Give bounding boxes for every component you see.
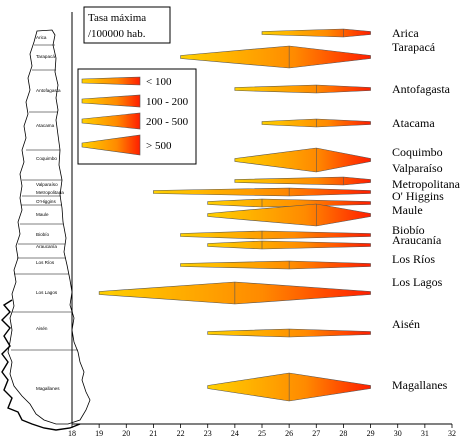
map-label: Coquimbo <box>36 156 57 161</box>
map-label: Valparaíso <box>36 182 58 187</box>
x-tick-label: 25 <box>258 429 266 438</box>
legend-title-line-1: Tasa máxima <box>88 12 146 24</box>
x-ticks: 18 19 20 21 22 23 24 25 26 27 28 29 30 31 32 <box>68 424 456 438</box>
x-tick-label: 18 <box>68 429 76 438</box>
region-label: Metropolitana <box>392 177 461 191</box>
x-tick-label: 28 <box>339 429 347 438</box>
map-label: Tarapacá <box>36 54 55 59</box>
map-label: Magallanes <box>36 386 60 391</box>
legend-swatch <box>81 76 141 86</box>
x-tick-label: 31 <box>421 429 429 438</box>
map-label: Biobío <box>36 232 49 237</box>
spindle-mark <box>207 203 371 227</box>
map-label: O'Higgins <box>36 199 56 204</box>
spindle-mark <box>261 28 371 38</box>
chile-map-region-dividers <box>11 44 78 351</box>
spindle-mark <box>180 260 371 270</box>
map-label: Arica <box>36 35 47 40</box>
x-tick-label: 24 <box>231 429 239 438</box>
legend-label: > 500 <box>146 140 172 152</box>
spindle-mark <box>180 45 371 69</box>
region-label: Tarapacá <box>392 40 436 54</box>
region-label: Aisén <box>392 317 420 331</box>
region-label: Antofagasta <box>392 82 451 96</box>
spindle-mark <box>234 176 371 186</box>
spindle-mark <box>207 198 371 208</box>
x-tick-label: 29 <box>367 429 375 438</box>
map-label: Araucanía <box>36 244 57 249</box>
legend-swatch <box>81 94 141 108</box>
region-label: Valparaíso <box>392 161 443 175</box>
legend-swatch <box>81 134 141 156</box>
x-tick-label: 19 <box>95 429 103 438</box>
region-label: Biobío <box>392 223 425 237</box>
legend-title-box: Tasa máxima /100000 hab. <box>83 6 171 44</box>
map-label: Atacama <box>36 123 55 128</box>
x-tick-label: 23 <box>204 429 212 438</box>
spindle-mark <box>234 147 371 173</box>
legend-title-line-2: /100000 hab. <box>88 28 146 40</box>
chile-map-outline <box>7 29 91 425</box>
map-labels: Arica Tarapacá Antofagasta Atacama Coquimbo V… <box>36 35 64 391</box>
map-label: Metropolitana <box>36 190 64 195</box>
region-label: Maule <box>392 203 423 217</box>
map-label: Aisén <box>36 326 48 331</box>
region-label: Araucanía <box>392 233 442 247</box>
map-label: Los Lagos <box>36 290 58 295</box>
map-label: Maule <box>36 212 49 217</box>
spindle-mark <box>153 187 371 197</box>
x-tick-label: 21 <box>149 429 157 438</box>
spindle-mark <box>234 84 371 94</box>
legend: < 100 100 - 200 200 - 500 > 500 <box>77 68 197 165</box>
region-label: Coquimbo <box>392 145 443 159</box>
region-label: Atacama <box>392 116 435 130</box>
x-tick-label: 32 <box>448 429 456 438</box>
x-tick-label: 26 <box>285 429 293 438</box>
legend-label: 100 - 200 <box>146 96 189 108</box>
region-label: Arica <box>392 26 419 40</box>
chile-map: Arica Tarapacá Antofagasta Atacama Coquimbo V… <box>1 29 91 431</box>
spindle-mark <box>207 240 371 250</box>
map-label: Los Ríos <box>36 260 55 265</box>
x-tick-label: 30 <box>394 429 402 438</box>
map-label: Antofagasta <box>36 88 61 93</box>
chile-map-fjords <box>1 299 81 431</box>
region-label: Magallanes <box>392 378 448 392</box>
region-label: Los Ríos <box>392 252 435 266</box>
spindles <box>98 28 371 402</box>
x-tick-label: 27 <box>312 429 320 438</box>
x-tick-label: 20 <box>122 429 130 438</box>
legend-label: < 100 <box>146 76 172 88</box>
spindle-mark <box>180 230 371 240</box>
region-label: Los Lagos <box>392 275 443 289</box>
region-label: O' Higgins <box>392 189 444 203</box>
legend-label: 200 - 500 <box>146 116 189 128</box>
legend-swatch <box>81 112 141 130</box>
x-tick-label: 22 <box>177 429 185 438</box>
